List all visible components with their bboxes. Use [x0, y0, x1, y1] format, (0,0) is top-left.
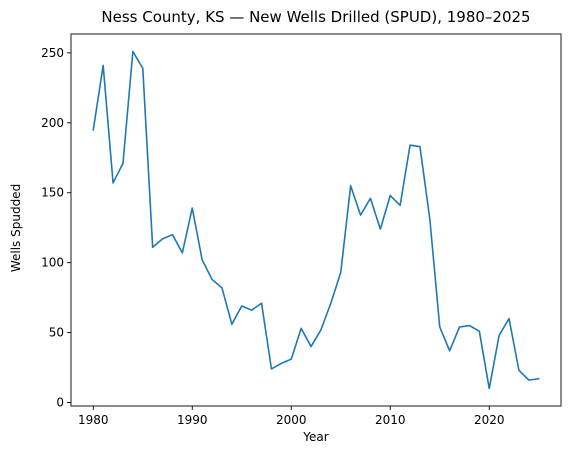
plot-area: 1980 1990 2000 2010 2020 0 50 100 150 200 250 — [41, 33, 562, 427]
y-tick-label-200: 200 — [41, 116, 64, 130]
y-tick-label-0: 0 — [56, 396, 64, 410]
x-tick-label-1990: 1990 — [177, 413, 208, 427]
x-axis-label: Year — [302, 430, 328, 444]
y-tick-label-100: 100 — [41, 256, 64, 270]
x-tick-label-2010: 2010 — [375, 413, 406, 427]
y-axis-label: Wells Spudded — [9, 184, 23, 272]
plot-frame — [70, 33, 562, 407]
y-tick-label-50: 50 — [49, 326, 64, 340]
chart-title: Ness County, KS — New Wells Drilled (SPU… — [101, 8, 530, 26]
y-tick-label-250: 250 — [41, 46, 64, 60]
series-line-0 — [92, 50, 540, 390]
x-tick-label-2000: 2000 — [276, 413, 307, 427]
x-tick-label-1980: 1980 — [78, 413, 109, 427]
y-tick-label-150: 150 — [41, 186, 64, 200]
x-tick-label-2020: 2020 — [474, 413, 505, 427]
